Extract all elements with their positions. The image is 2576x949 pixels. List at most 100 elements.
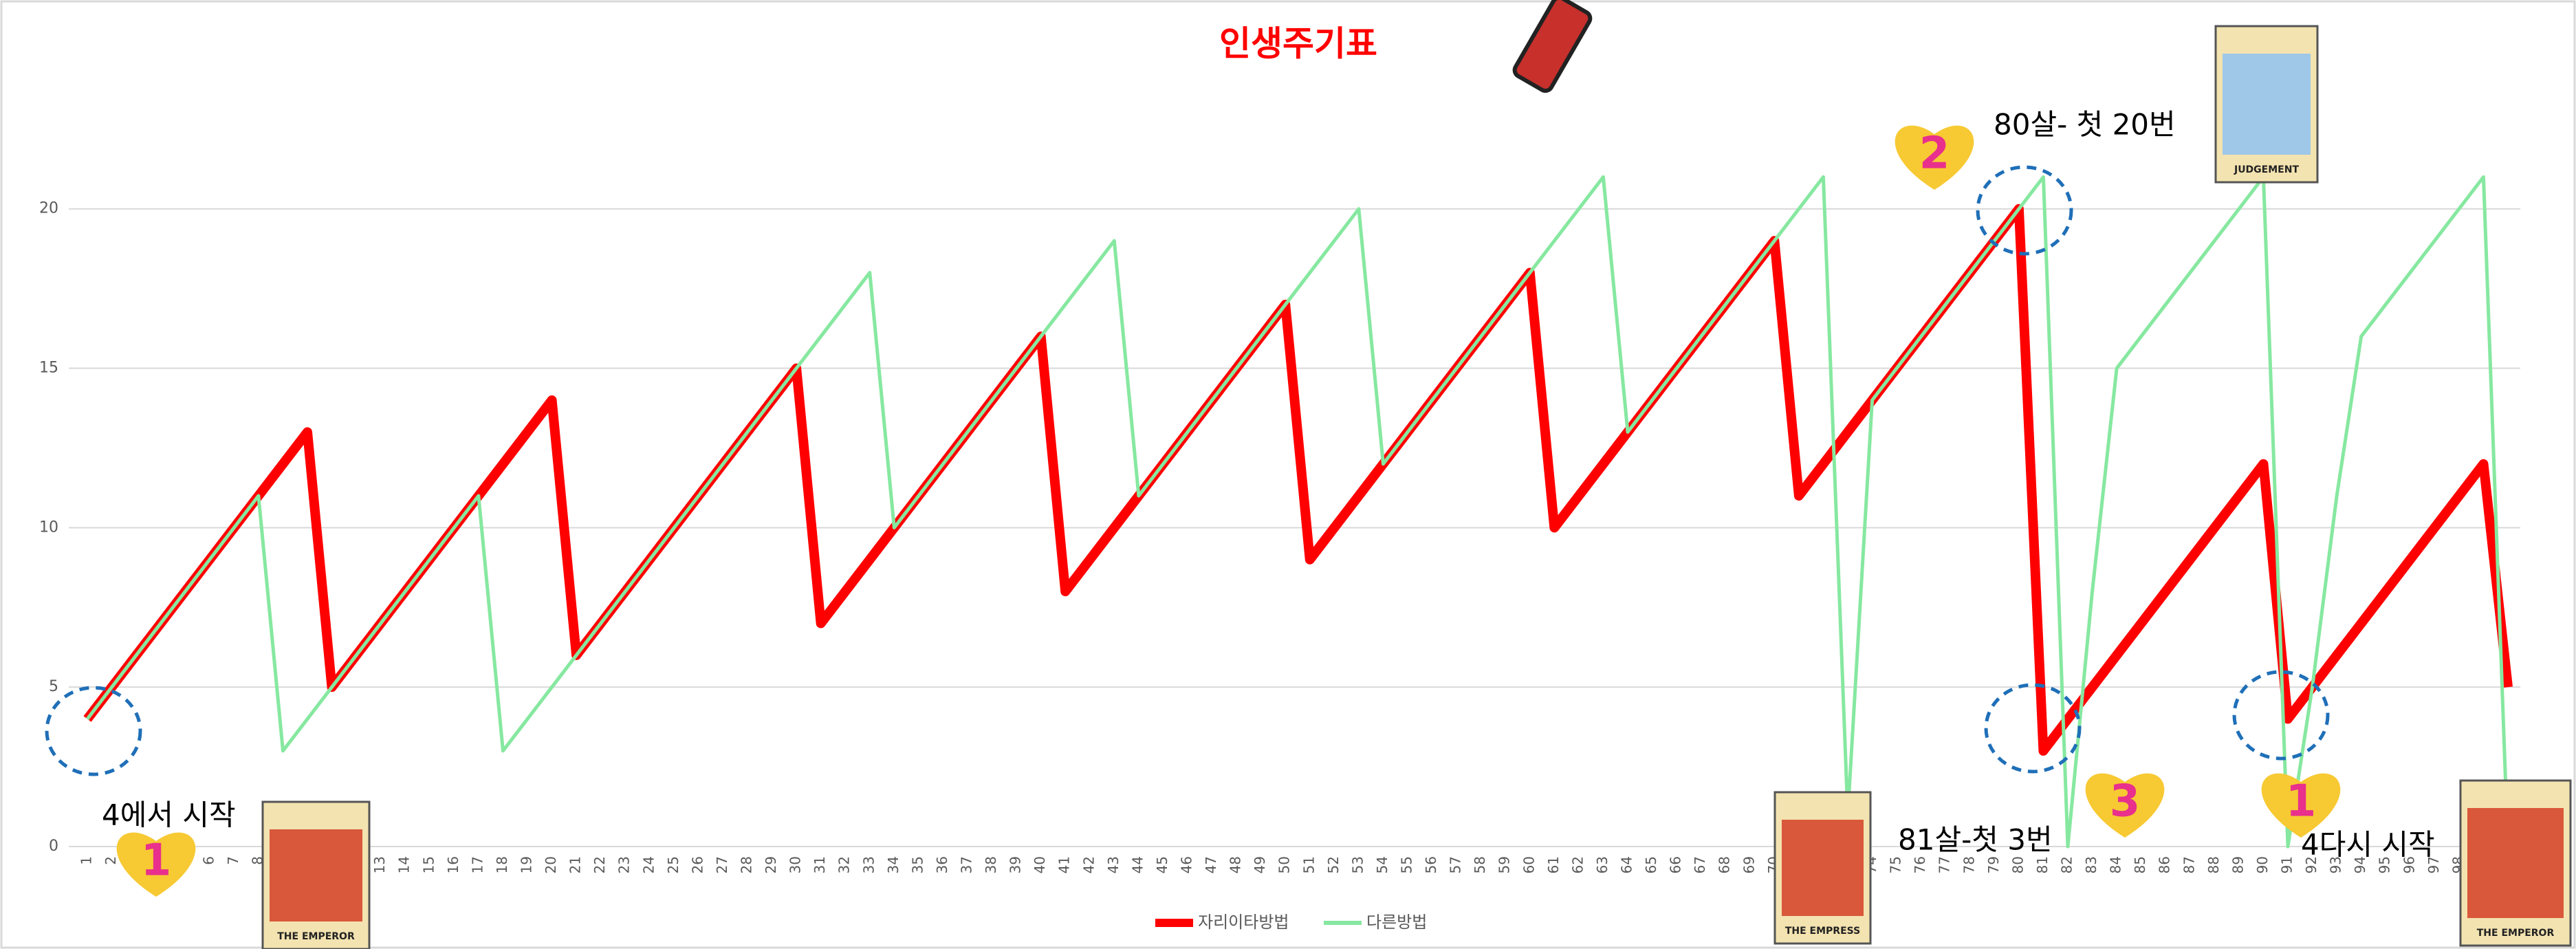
x-tick-label: 35 (909, 856, 926, 873)
x-tick-label: 34 (885, 856, 902, 873)
y-tick-label: 5 (49, 678, 58, 695)
x-tick-label: 20 (543, 856, 559, 873)
x-tick-label: 29 (763, 856, 779, 873)
x-tick-label: 37 (959, 856, 975, 873)
annotation: 80살- 첫 20번 (1994, 108, 2176, 142)
card-name: JUDGEMENT (2234, 164, 2299, 175)
x-tick-label: 44 (1129, 856, 1146, 873)
x-tick-label: 58 (1472, 856, 1488, 873)
x-tick-label: 33 (860, 856, 877, 873)
annotation: 4다시 시작 (2301, 828, 2435, 862)
x-tick-label: 38 (983, 856, 999, 873)
y-tick-label: 15 (39, 360, 58, 377)
x-tick-label: 43 (1105, 856, 1122, 873)
card-name: THE EMPEROR (277, 931, 355, 942)
x-tick-label: 28 (739, 856, 755, 873)
x-tick-label: 91 (2279, 856, 2295, 873)
x-tick-label: 87 (2181, 856, 2197, 873)
x-tick-label: 62 (1569, 856, 1586, 873)
x-tick-label: 76 (1912, 856, 1928, 873)
x-tick-label: 88 (2205, 856, 2222, 873)
x-tick-label: 81 (2034, 856, 2051, 873)
x-tick-label: 65 (1643, 856, 1659, 873)
y-tick-label: 10 (39, 519, 58, 536)
heart-label: 1 (2286, 776, 2317, 827)
x-tick-label: 36 (934, 856, 950, 873)
x-tick-label: 50 (1276, 856, 1293, 873)
x-tick-label: 25 (665, 856, 681, 873)
x-tick-label: 30 (787, 856, 804, 873)
x-tick-label: 57 (1448, 856, 1464, 873)
x-tick-label: 67 (1692, 856, 1708, 873)
x-tick-label: 48 (1227, 856, 1244, 873)
x-tick-label: 66 (1668, 856, 1684, 873)
x-tick-label: 75 (1888, 856, 1904, 873)
x-tick-label: 64 (1619, 856, 1635, 873)
x-tick-label: 31 (811, 856, 828, 873)
annotation: 4에서 시작 (102, 798, 236, 832)
x-tick-label: 41 (1056, 856, 1073, 873)
chart-title: 인생주기표 (1219, 24, 1377, 64)
x-tick-label: 55 (1399, 856, 1415, 873)
x-tick-label: 56 (1423, 856, 1439, 873)
x-tick-label: 16 (445, 856, 461, 873)
x-tick-label: 13 (371, 856, 388, 873)
x-tick-label: 26 (689, 856, 706, 873)
x-tick-label: 22 (591, 856, 608, 873)
y-tick-label: 0 (49, 838, 58, 855)
x-tick-label: 68 (1716, 856, 1733, 873)
chart: 인생주기표 0510152012345678910111213141516171… (0, 0, 2576, 949)
x-tick-label: 89 (2229, 856, 2246, 873)
x-tick-label: 78 (1961, 856, 1977, 873)
x-tick-label: 39 (1007, 856, 1024, 873)
x-tick-label: 19 (519, 856, 535, 873)
x-tick-label: 85 (2132, 856, 2148, 873)
x-tick-label: 49 (1252, 856, 1268, 873)
heart-label: 3 (2110, 776, 2141, 827)
x-tick-label: 61 (1545, 856, 1562, 873)
legend-label: 다른방법 (1366, 913, 1427, 932)
x-tick-label: 14 (396, 856, 413, 873)
x-tick-label: 60 (1520, 856, 1537, 873)
x-tick-label: 6 (200, 856, 217, 865)
x-tick-label: 86 (2157, 856, 2173, 873)
x-tick-label: 69 (1740, 856, 1757, 873)
x-tick-label: 32 (836, 856, 853, 873)
x-tick-label: 52 (1325, 856, 1342, 873)
card-name: THE EMPEROR (2477, 928, 2555, 939)
x-tick-label: 23 (616, 856, 633, 873)
x-tick-label: 2 (102, 856, 119, 865)
chart-frame (1, 1, 2575, 948)
x-tick-label: 63 (1594, 856, 1611, 873)
heart-label: 2 (1919, 129, 1950, 179)
x-tick-label: 82 (2059, 856, 2075, 873)
x-tick-label: 51 (1300, 856, 1317, 873)
x-tick-label: 90 (2254, 856, 2271, 873)
x-tick-label: 42 (1080, 856, 1097, 873)
x-tick-label: 17 (469, 856, 485, 873)
x-tick-label: 27 (714, 856, 730, 873)
x-tick-label: 59 (1496, 856, 1513, 873)
x-tick-label: 18 (494, 856, 510, 873)
x-tick-label: 84 (2108, 856, 2124, 873)
x-tick-label: 21 (567, 856, 584, 873)
annotation: 81살-첫 3번 (1898, 823, 2053, 857)
x-tick-label: 24 (640, 856, 657, 873)
x-tick-label: 46 (1179, 856, 1195, 873)
card-art (2223, 54, 2311, 155)
x-tick-label: 45 (1154, 856, 1170, 873)
heart-label: 1 (141, 836, 172, 886)
card-art (2467, 808, 2564, 918)
y-tick-label: 20 (39, 200, 58, 217)
card-art (270, 829, 362, 921)
x-tick-label: 80 (2009, 856, 2026, 873)
card-art (1782, 820, 1864, 916)
x-tick-label: 1 (78, 856, 95, 865)
x-tick-label: 54 (1374, 856, 1390, 873)
legend-label: 자리이타방법 (1198, 913, 1289, 932)
x-tick-label: 47 (1203, 856, 1219, 873)
x-tick-label: 7 (225, 856, 241, 865)
card-name: THE EMPRESS (1785, 926, 1860, 937)
x-tick-label: 15 (420, 856, 437, 873)
x-tick-label: 40 (1032, 856, 1048, 873)
